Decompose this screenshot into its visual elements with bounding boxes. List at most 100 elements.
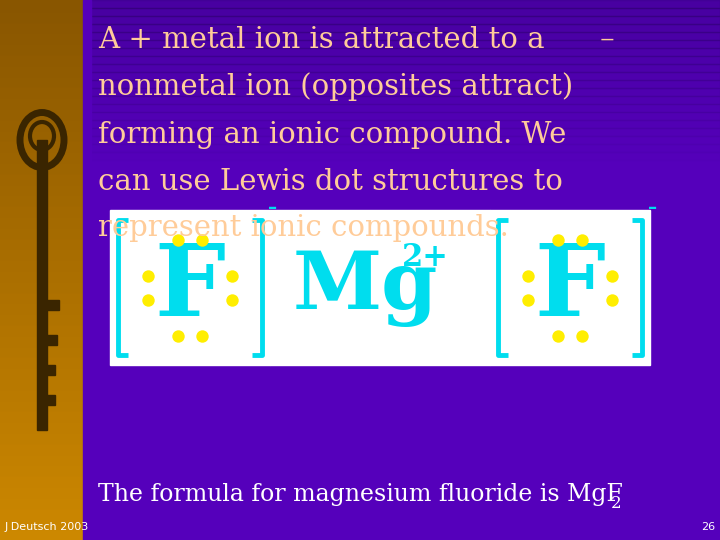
Bar — [0, 485, 85, 497]
Bar — [0, 96, 720, 104]
Bar — [47, 300, 59, 310]
Text: represent ionic compounds.: represent ionic compounds. — [98, 214, 509, 242]
Bar — [270, 210, 490, 365]
Bar — [0, 204, 85, 216]
Point — [552, 235, 564, 244]
Point — [226, 272, 238, 280]
Bar — [0, 112, 720, 120]
Bar — [0, 75, 85, 86]
Bar — [0, 528, 85, 540]
Bar — [0, 32, 720, 40]
Text: can use Lewis dot structures to: can use Lewis dot structures to — [98, 168, 563, 196]
Point — [143, 272, 154, 280]
Bar — [37, 140, 47, 430]
Bar — [0, 431, 85, 443]
Bar — [490, 210, 650, 365]
Point — [226, 296, 238, 305]
Bar — [0, 517, 85, 529]
Text: Mg: Mg — [292, 249, 438, 327]
Bar — [0, 453, 85, 464]
Bar — [0, 10, 85, 22]
Text: 2: 2 — [611, 496, 621, 512]
Bar — [0, 85, 85, 97]
Point — [606, 272, 618, 280]
Text: –: – — [648, 199, 657, 217]
Bar — [0, 237, 85, 248]
Bar — [0, 507, 85, 518]
Bar — [0, 258, 85, 270]
Point — [606, 296, 618, 305]
Bar — [0, 16, 720, 24]
Bar — [0, 21, 85, 32]
Point — [522, 272, 534, 280]
Bar — [0, 334, 85, 346]
Text: A + metal ion is attracted to a      –: A + metal ion is attracted to a – — [98, 26, 615, 54]
Bar — [0, 53, 85, 65]
Bar — [0, 139, 85, 151]
Bar — [0, 129, 85, 140]
Bar — [0, 152, 720, 160]
Point — [172, 332, 184, 340]
Bar — [0, 399, 85, 410]
Bar — [0, 104, 720, 112]
Bar — [0, 56, 720, 64]
Bar — [0, 161, 85, 173]
Bar — [0, 107, 85, 119]
Bar — [0, 80, 720, 88]
Bar — [0, 120, 720, 128]
Bar — [0, 280, 85, 292]
Point — [522, 296, 534, 305]
Bar — [0, 226, 85, 238]
Bar — [0, 144, 720, 152]
Bar — [0, 72, 720, 80]
Text: nonmetal ion (opposites attract): nonmetal ion (opposites attract) — [98, 72, 573, 102]
Bar — [0, 24, 720, 32]
Bar — [0, 496, 85, 508]
Text: forming an ionic compound. We: forming an ionic compound. We — [98, 121, 567, 149]
Text: 26: 26 — [701, 522, 715, 532]
Bar — [0, 118, 85, 130]
Point — [172, 235, 184, 244]
Bar — [47, 395, 55, 405]
Bar — [0, 0, 720, 8]
Bar — [0, 442, 85, 454]
Bar — [110, 210, 270, 365]
Bar — [0, 150, 85, 162]
Point — [197, 332, 208, 340]
Bar — [0, 193, 85, 205]
Bar — [47, 335, 57, 345]
Bar — [0, 64, 85, 76]
Bar — [0, 366, 85, 378]
Bar — [0, 48, 720, 56]
Bar — [0, 31, 85, 43]
Text: The formula for magnesium fluoride is MgF: The formula for magnesium fluoride is Mg… — [98, 483, 622, 507]
Bar — [0, 312, 85, 324]
Bar — [0, 301, 85, 313]
Bar — [0, 388, 85, 400]
Bar — [0, 8, 720, 16]
Point — [576, 332, 588, 340]
Point — [552, 332, 564, 340]
Bar — [0, 409, 85, 421]
Bar — [0, 355, 85, 367]
Text: –: – — [268, 199, 277, 217]
Bar — [0, 377, 85, 389]
Bar — [0, 345, 85, 356]
Bar — [0, 64, 720, 72]
Bar — [0, 291, 85, 302]
Bar — [0, 215, 85, 227]
Bar — [0, 183, 85, 194]
Bar — [0, 463, 85, 475]
Bar — [0, 172, 85, 184]
Text: J Deutsch 2003: J Deutsch 2003 — [5, 522, 89, 532]
Bar — [83, 0, 91, 540]
Point — [576, 235, 588, 244]
Bar — [47, 365, 55, 375]
Bar — [0, 42, 85, 54]
Bar — [0, 88, 720, 96]
Bar — [0, 96, 85, 108]
Text: F: F — [534, 240, 606, 336]
Bar — [0, 269, 85, 281]
Bar — [0, 474, 85, 486]
Bar — [0, 247, 85, 259]
